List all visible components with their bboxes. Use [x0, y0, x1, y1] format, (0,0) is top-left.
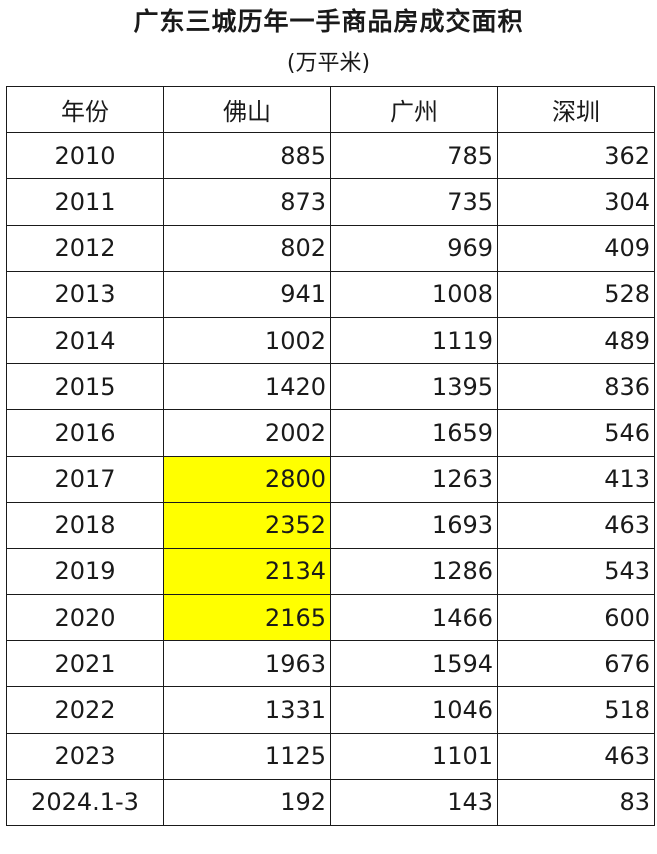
cell-foshan: 2165: [163, 594, 331, 642]
cell-foshan: 885: [163, 132, 331, 180]
cell-guangzhou: 1008: [330, 270, 498, 318]
cell-year: 2018: [6, 501, 164, 549]
cell-guangzhou: 969: [330, 224, 498, 272]
table-row: 2019 2134 1286 543: [6, 547, 655, 596]
table-row: 2020 2165 1466 600: [6, 594, 655, 642]
column-header-foshan: 佛山: [163, 85, 331, 134]
cell-guangzhou: 1119: [330, 316, 498, 365]
table-row: 2013 941 1008 528: [6, 270, 655, 318]
cell-guangzhou: 1594: [330, 640, 498, 688]
header-row: 年份 佛山 广州 深圳: [6, 85, 655, 134]
cell-foshan: 1963: [163, 640, 331, 688]
cell-year: 2012: [6, 224, 164, 272]
cell-guangzhou: 1263: [330, 455, 498, 503]
cell-shenzhen: 463: [497, 501, 655, 549]
cell-year: 2010: [6, 132, 164, 180]
cell-guangzhou: 1046: [330, 686, 498, 734]
cell-shenzhen: 676: [497, 640, 655, 688]
cell-year: 2011: [6, 178, 164, 226]
cell-year: 2020: [6, 594, 164, 642]
cell-shenzhen: 409: [497, 224, 655, 272]
table-row: 2012 802 969 409: [6, 224, 655, 272]
table-title: 广东三城历年一手商品房成交面积: [133, 7, 524, 36]
cell-foshan: 2002: [163, 409, 331, 457]
cell-guangzhou: 1286: [330, 547, 498, 596]
cell-shenzhen: 836: [497, 363, 655, 411]
cell-shenzhen: 528: [497, 270, 655, 318]
data-table: 年份 佛山 广州 深圳 2010 885 785 362 2011 873 735 304 20…: [6, 85, 655, 827]
cell-shenzhen: 304: [497, 178, 655, 226]
cell-year: 2017: [6, 455, 164, 503]
cell-foshan: 2352: [163, 501, 331, 549]
cell-shenzhen: 463: [497, 732, 655, 780]
cell-year: 2022: [6, 686, 164, 734]
cell-foshan: 2800: [163, 455, 331, 503]
table-row: 2018 2352 1693 463: [6, 501, 655, 549]
cell-foshan: 2134: [163, 547, 331, 596]
cell-year: 2014: [6, 316, 164, 365]
cell-guangzhou: 1693: [330, 501, 498, 549]
cell-guangzhou: 735: [330, 178, 498, 226]
cell-shenzhen: 543: [497, 547, 655, 596]
cell-year: 2016: [6, 409, 164, 457]
cell-shenzhen: 362: [497, 132, 655, 180]
table-row: 2015 1420 1395 836: [6, 363, 655, 411]
cell-year: 2021: [6, 640, 164, 688]
cell-foshan: 873: [163, 178, 331, 226]
cell-foshan: 941: [163, 270, 331, 318]
cell-shenzhen: 83: [497, 778, 655, 827]
table-row: 2017 2800 1263 413: [6, 455, 655, 503]
table-unit: (万平米): [286, 51, 371, 76]
table-row: 2022 1331 1046 518: [6, 686, 655, 734]
table-row: 2024.1-3 192 143 83: [6, 778, 655, 827]
table-row: 2021 1963 1594 676: [6, 640, 655, 688]
table-row: 2014 1002 1119 489: [6, 316, 655, 365]
cell-year: 2013: [6, 270, 164, 318]
cell-guangzhou: 785: [330, 132, 498, 180]
cell-guangzhou: 1101: [330, 732, 498, 780]
cell-year: 2024.1-3: [6, 778, 164, 827]
cell-shenzhen: 546: [497, 409, 655, 457]
cell-foshan: 1420: [163, 363, 331, 411]
cell-shenzhen: 600: [497, 594, 655, 642]
cell-guangzhou: 1466: [330, 594, 498, 642]
cell-year: 2015: [6, 363, 164, 411]
cell-shenzhen: 413: [497, 455, 655, 503]
cell-foshan: 1125: [163, 732, 331, 780]
column-header-year: 年份: [6, 85, 164, 134]
cell-guangzhou: 1659: [330, 409, 498, 457]
table-row: 2023 1125 1101 463: [6, 732, 655, 780]
table-body: 2010 885 785 362 2011 873 735 304 2012 802 969 409 2…: [6, 132, 655, 827]
table-row: 2010 885 785 362: [6, 132, 655, 180]
cell-foshan: 192: [163, 778, 331, 827]
cell-year: 2019: [6, 547, 164, 596]
cell-shenzhen: 489: [497, 316, 655, 365]
table-row: 2016 2002 1659 546: [6, 409, 655, 457]
cell-year: 2023: [6, 732, 164, 780]
table-row: 2011 873 735 304: [6, 178, 655, 226]
cell-guangzhou: 143: [330, 778, 498, 827]
cell-shenzhen: 518: [497, 686, 655, 734]
column-header-shenzhen: 深圳: [497, 85, 655, 134]
cell-foshan: 1002: [163, 316, 331, 365]
cell-foshan: 802: [163, 224, 331, 272]
cell-guangzhou: 1395: [330, 363, 498, 411]
column-header-guangzhou: 广州: [330, 85, 498, 134]
cell-foshan: 1331: [163, 686, 331, 734]
